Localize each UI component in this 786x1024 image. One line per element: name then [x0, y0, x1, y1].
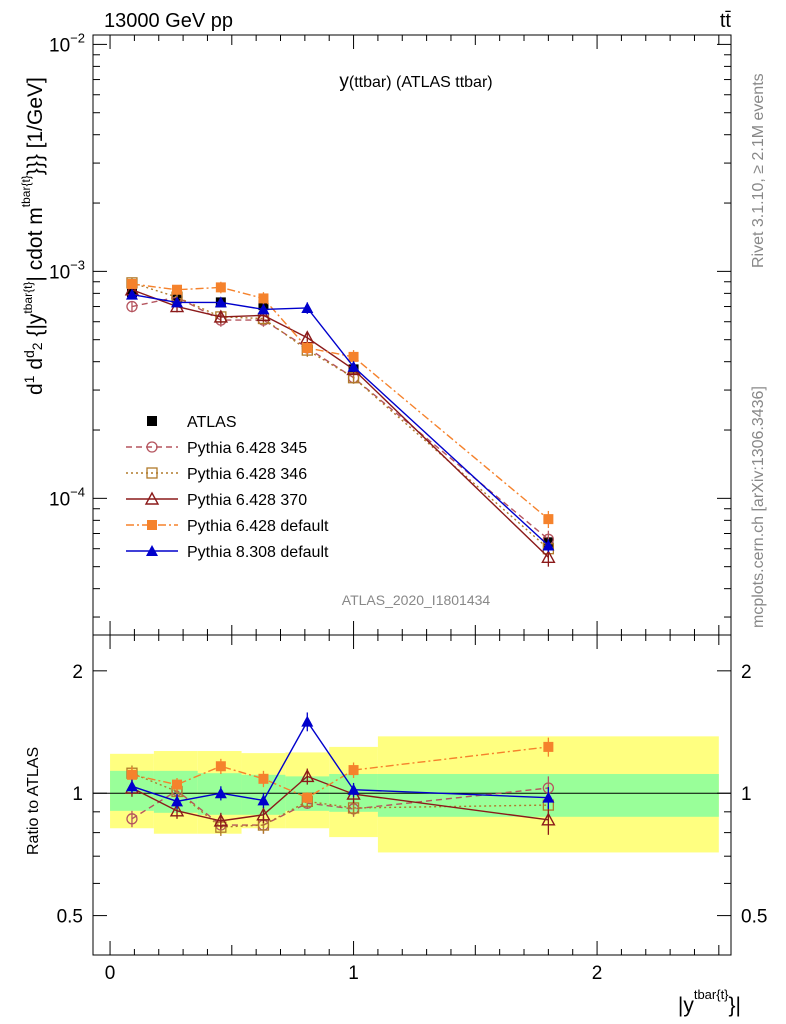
- main-y-axis-ticks: 10−210−310−4: [49, 30, 731, 618]
- legend-label: Pythia 6.428 default: [187, 518, 329, 535]
- ratio-point: [172, 779, 183, 790]
- legend-marker: [147, 416, 157, 426]
- main-point: [543, 514, 554, 525]
- legend-label: ATLAS: [187, 414, 237, 431]
- ratio-point: [126, 813, 138, 825]
- ratio-point: [347, 783, 360, 795]
- ratio-y-tick-label: 2: [72, 662, 83, 683]
- x-tick-label: 2: [592, 963, 603, 984]
- analysis-watermark: ATLAS_2020_I1801434: [342, 592, 491, 608]
- ratio-y-tick-label-right: 2: [741, 662, 752, 683]
- ratio-y-tick-label: 1: [72, 784, 83, 805]
- ratio-point: [214, 787, 227, 799]
- legend-item-1: Pythia 6.428 345: [126, 440, 307, 457]
- main-y-tick-label-base: 10: [49, 489, 70, 510]
- ratio-y-tick-label: 0.5: [57, 907, 83, 928]
- main-point: [213, 309, 229, 323]
- main-y-tick-label: 10−3: [49, 257, 85, 283]
- ratio-point: [302, 792, 313, 803]
- main-point: [347, 360, 360, 372]
- legend-item-2: Pythia 6.428 346: [126, 466, 307, 483]
- ratio-point: [213, 813, 229, 827]
- main-point: [172, 284, 183, 295]
- ratio-point: [543, 741, 554, 752]
- legend-item-0: ATLAS: [147, 414, 237, 431]
- legend-item-4: Pythia 6.428 default: [126, 518, 329, 535]
- ratio-point: [258, 773, 269, 784]
- ratio-y-tick-label-right: 1: [741, 784, 752, 805]
- main-point: [258, 293, 269, 304]
- legend-label: Pythia 6.428 370: [187, 492, 307, 509]
- main-y-tick-label-exp: −4: [70, 484, 85, 499]
- main-series-4: [126, 278, 554, 529]
- legend: ATLAS Pythia 6.428 345 Pythia 6.428 346 Pyt…: [126, 414, 329, 561]
- ratio-series-4: [125, 712, 555, 809]
- main-series-5: [125, 288, 555, 553]
- rivet-label: Rivet 3.1.10, ≥ 2.1M events: [750, 73, 767, 268]
- main-y-tick-label-exp: −3: [70, 257, 85, 272]
- main-y-tick-label-base: 10: [49, 262, 70, 283]
- ratio-point: [300, 768, 315, 783]
- x-axis-ticks: 0 1 2: [105, 35, 720, 984]
- ratio-series-3: [126, 737, 554, 804]
- legend-label: Pythia 6.428 345: [187, 440, 307, 457]
- ratio-y-axis-label: Ratio to ATLAS: [25, 747, 42, 855]
- ratio-point: [257, 794, 270, 806]
- ratio-point: [541, 812, 556, 826]
- ratio-point: [125, 780, 138, 792]
- plot-title-main: y: [339, 71, 349, 92]
- ratio-point: [256, 807, 271, 821]
- legend-marker: [146, 441, 158, 453]
- main-point: [125, 288, 138, 300]
- ratio-point: [348, 765, 359, 776]
- main-point: [348, 351, 359, 362]
- x-tick-label: 1: [348, 963, 359, 984]
- main-point: [126, 278, 137, 289]
- legend-marker: [144, 491, 160, 505]
- ratio-point: [169, 803, 185, 817]
- x-axis-label: |ytbar{t}}|: [678, 987, 741, 1017]
- legend-item-3: Pythia 6.428 370: [126, 491, 307, 509]
- main-y-tick-label: 10−4: [49, 484, 85, 510]
- main-y-tick-label-base: 10: [49, 35, 70, 56]
- main-point: [214, 296, 227, 308]
- main-point: [257, 303, 270, 315]
- main-y-axis-label-text: d1 dd2 {|ytbar{t}| cdot mtbar{t}}}} [1/G…: [19, 77, 47, 395]
- main-point: [126, 300, 138, 313]
- legend-marker: [146, 467, 158, 479]
- main-series-layer: [124, 277, 556, 567]
- legend-label: Pythia 8.308 default: [187, 544, 329, 561]
- legend-marker: [146, 545, 158, 556]
- ratio-point: [171, 795, 184, 807]
- ratio-point: [126, 769, 137, 780]
- ratio-panel-frame: [92, 634, 732, 956]
- mcplots-label: mcplots.cern.ch [arXiv:1306.3436]: [750, 386, 767, 628]
- main-point: [215, 282, 226, 293]
- plot-title-sub: (ttbar) (ATLAS ttbar): [349, 74, 493, 91]
- ratio-point: [215, 761, 226, 772]
- legend-item-5: Pythia 8.308 default: [126, 544, 329, 561]
- main-point: [302, 342, 313, 353]
- ratio-y-tick-label-right: 0.5: [741, 907, 767, 928]
- main-point: [301, 301, 314, 313]
- main-y-tick-label-exp: −2: [70, 30, 85, 45]
- main-point: [541, 549, 556, 563]
- main-y-tick-label: 10−2: [49, 30, 85, 56]
- main-point: [542, 539, 555, 551]
- main-point: [171, 296, 184, 308]
- legend-label: Pythia 6.428 346: [187, 466, 307, 483]
- main-y-axis-label: d1 dd2 {|ytbar{t}| cdot mtbar{t}}}} [1/G…: [19, 77, 47, 395]
- ratio-series-layer: [124, 712, 556, 836]
- x-tick-label: 0: [105, 963, 116, 984]
- main-point: [256, 307, 271, 322]
- ratio-point: [542, 791, 555, 803]
- plot-title: y(ttbar) (ATLAS ttbar): [339, 71, 492, 92]
- ratio-point: [301, 715, 314, 727]
- header-left: 13000 GeV pp: [104, 10, 233, 32]
- main-series-line: [131, 283, 549, 520]
- legend-marker: [147, 520, 157, 530]
- header-right: tt̄: [720, 10, 732, 32]
- ratio-uncertainty-bands: [110, 736, 719, 853]
